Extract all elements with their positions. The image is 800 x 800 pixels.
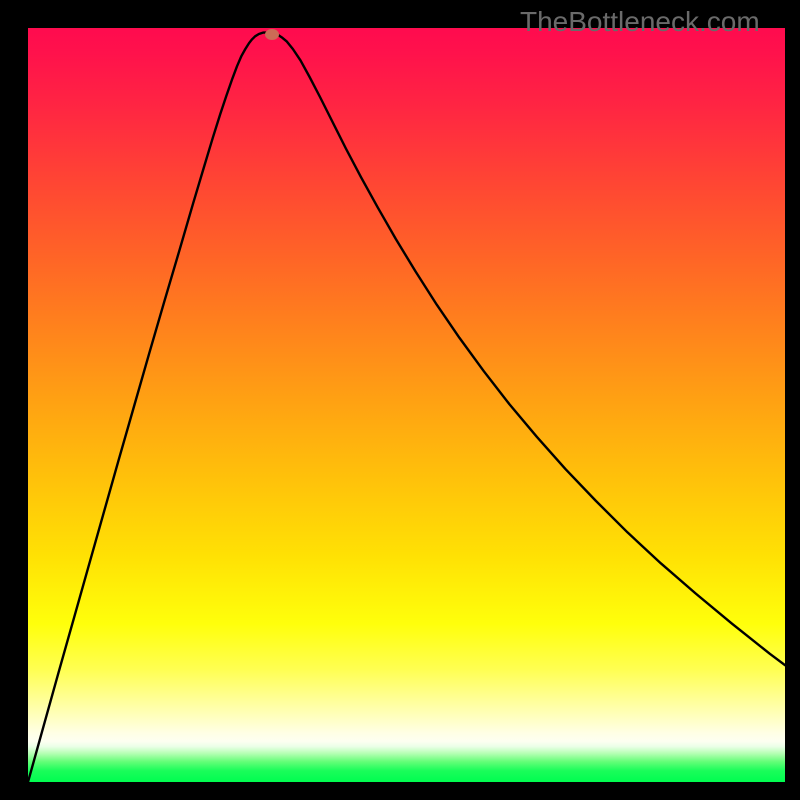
optimum-marker — [265, 29, 279, 40]
watermark-text: TheBottleneck.com — [520, 6, 760, 38]
plot-area — [28, 28, 785, 782]
chart-container: TheBottleneck.com — [0, 0, 800, 800]
bottleneck-curve — [28, 33, 785, 782]
curve-overlay — [28, 28, 785, 782]
